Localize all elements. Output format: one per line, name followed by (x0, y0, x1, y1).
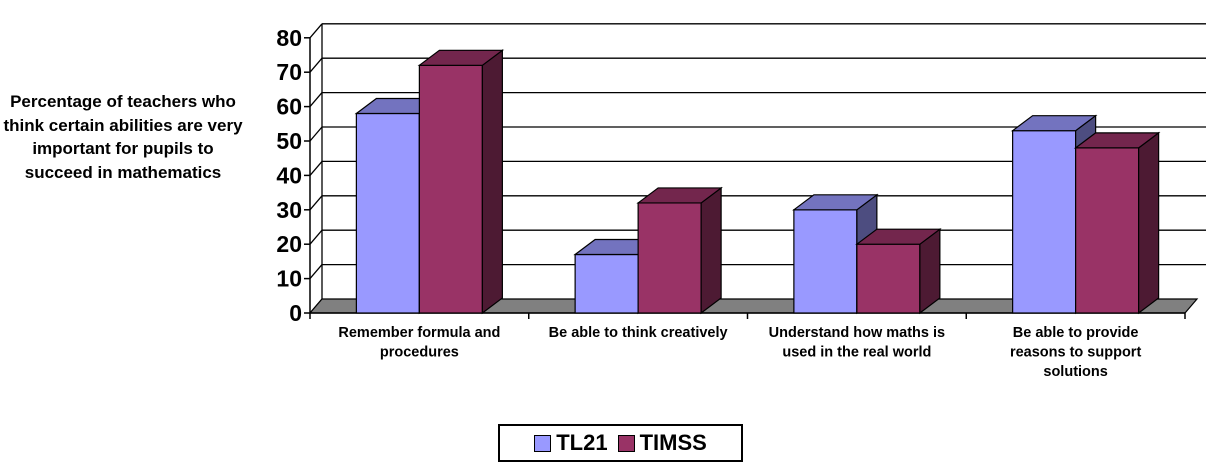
bar-tl21-front (574, 253, 639, 314)
legend-item-tl21: TL21 (534, 430, 608, 456)
y-tick-label: 30 (276, 197, 302, 223)
gridline-depth (309, 160, 323, 176)
y-tick-label: 20 (276, 231, 302, 257)
legend-swatch-tl21 (534, 434, 552, 452)
y-tick-label: 50 (276, 128, 302, 154)
bar-timss-top (1073, 132, 1161, 149)
gridline-depth (309, 92, 323, 108)
bar-tl21-front (1012, 130, 1077, 314)
bar-tl21-front (793, 209, 858, 314)
bar-timss-front (637, 202, 702, 314)
x-tick-label: solutions (1043, 364, 1107, 380)
y-tick-label: 70 (276, 59, 302, 85)
y-tick-label: 0 (289, 300, 302, 326)
x-tick-label: used in the real world (782, 345, 931, 361)
x-tick-label: Be able to think creatively (549, 325, 728, 341)
y-tick-label: 80 (276, 25, 302, 51)
y-tick-label: 60 (276, 94, 302, 120)
legend-label-timss: TIMSS (639, 430, 707, 455)
bar-tl21-top (1010, 115, 1098, 132)
x-tick-label: Remember formula and (338, 325, 500, 341)
bar-timss-side (700, 186, 722, 315)
gridline-depth (309, 23, 323, 39)
legend-label-tl21: TL21 (556, 430, 608, 455)
bar-tl21-top (792, 194, 879, 211)
bar-timss-top (855, 228, 942, 245)
bar-tl21-front (355, 112, 420, 314)
legend-item-timss: TIMSS (617, 430, 707, 456)
x-tick-label: procedures (380, 345, 459, 361)
bar-timss-front (418, 64, 483, 314)
gridline-depth (309, 126, 323, 142)
y-tick-label: 10 (276, 266, 302, 292)
bar-timss-side (1138, 131, 1160, 315)
bar-timss-side (481, 49, 503, 315)
x-tick-label: reasons to support (1010, 345, 1141, 361)
gridline-depth (309, 229, 323, 245)
y-axis-label: Percentage of teachers who think certain… (3, 92, 243, 182)
legend: TL21 TIMSS (498, 424, 743, 462)
bar-timss-top (636, 187, 723, 204)
gridline-depth (309, 57, 323, 73)
bar-timss-front (1075, 147, 1140, 314)
x-tick-label: Understand how maths is (769, 325, 945, 341)
bar-timss-top (417, 49, 505, 66)
y-tick-label: 40 (276, 162, 302, 188)
x-tick-label: Be able to provide (1013, 325, 1139, 341)
legend-swatch-timss (617, 434, 635, 452)
gridline-depth (309, 195, 323, 211)
gridline-depth (309, 264, 323, 280)
bar-timss-front (856, 243, 921, 314)
